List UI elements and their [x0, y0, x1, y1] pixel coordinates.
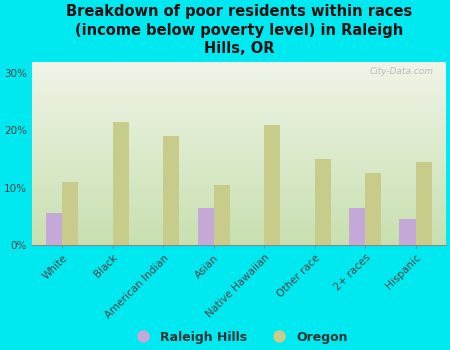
Bar: [400, 219, 415, 245]
Bar: [46, 214, 62, 245]
Bar: [214, 185, 230, 245]
Legend: Raleigh Hills, Oregon: Raleigh Hills, Oregon: [125, 326, 353, 349]
Text: City-Data.com: City-Data.com: [369, 67, 433, 76]
Bar: [163, 136, 180, 245]
Bar: [113, 122, 129, 245]
Bar: [365, 173, 381, 245]
Title: Breakdown of poor residents within races
(income below poverty level) in Raleigh: Breakdown of poor residents within races…: [66, 4, 412, 56]
Bar: [198, 208, 214, 245]
Bar: [349, 208, 365, 245]
Bar: [264, 125, 280, 245]
Bar: [62, 182, 78, 245]
Bar: [415, 162, 432, 245]
Bar: [315, 159, 331, 245]
